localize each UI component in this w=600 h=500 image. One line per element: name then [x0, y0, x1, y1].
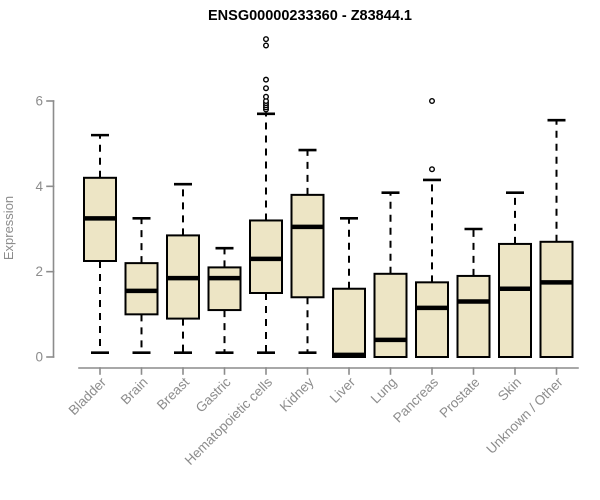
x-category-label-unknown-other: Unknown / Other	[483, 374, 566, 457]
chart-title: ENSG00000233360 - Z83844.1	[208, 8, 412, 24]
box-liver	[332, 287, 366, 358]
box-pancreas	[415, 281, 449, 359]
x-category-label-bladder: Bladder	[66, 374, 110, 418]
x-category-label-kidney: Kidney	[277, 374, 317, 414]
outlier-hematopoietic-cells-7	[263, 76, 270, 83]
boxes-group	[83, 36, 574, 359]
outlier-pancreas-1	[429, 97, 436, 104]
x-category-label-brain: Brain	[118, 375, 151, 408]
x-category-label-skin: Skin	[495, 375, 524, 404]
box-kidney	[290, 193, 325, 299]
y-tick-label-2: 2	[35, 264, 43, 279]
box-prostate	[456, 274, 491, 359]
outlier-hematopoietic-cells-6	[263, 85, 270, 92]
outlier-hematopoietic-cells-5	[263, 93, 270, 100]
x-category-label-pancreas: Pancreas	[390, 374, 441, 425]
x-category-label-breast: Breast	[154, 374, 192, 412]
y-tick-label-4: 4	[35, 179, 43, 194]
x-category-label-prostate: Prostate	[436, 375, 482, 421]
x-category-label-lung: Lung	[368, 375, 400, 407]
outlier-hematopoietic-cells-9	[263, 36, 270, 43]
box-lung	[373, 272, 408, 358]
y-tick-label-6: 6	[35, 93, 43, 108]
outlier-hematopoietic-cells-8	[263, 42, 270, 49]
x-category-label-gastric: Gastric	[193, 374, 234, 415]
y-axis-title: Expression	[1, 196, 16, 260]
outlier-pancreas-0	[429, 166, 436, 173]
y-tick-label-0: 0	[35, 350, 43, 365]
x-category-label-liver: Liver	[327, 374, 359, 406]
box-unknown-other	[539, 240, 574, 358]
box-gastric	[207, 266, 242, 312]
box-skin	[498, 242, 532, 358]
